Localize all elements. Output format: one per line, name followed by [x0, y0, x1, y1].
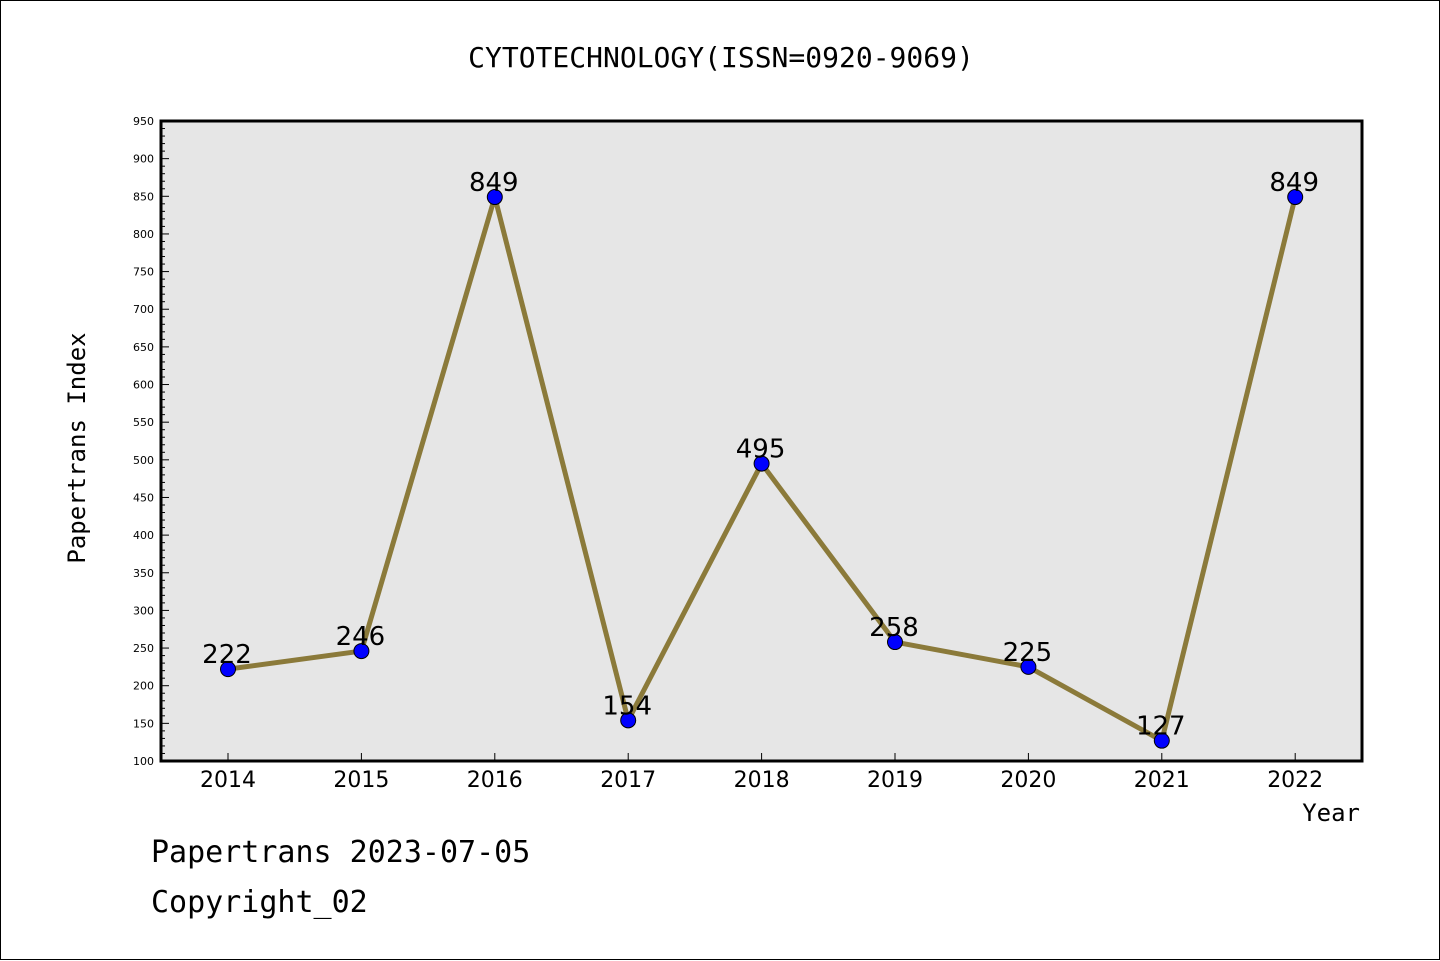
x-axis-label: Year — [1302, 799, 1360, 827]
y-tick-label: 450 — [133, 491, 154, 504]
y-tick-label: 700 — [133, 303, 154, 316]
series-markers — [220, 189, 1304, 749]
x-tick-label: 2016 — [467, 768, 523, 793]
data-point — [1153, 732, 1170, 749]
y-tick-label: 400 — [133, 529, 154, 542]
y-tick-label: 250 — [133, 642, 154, 655]
data-point — [486, 189, 503, 206]
data-label: 246 — [336, 622, 386, 652]
footer-date-text: Papertrans 2023-07-05 — [151, 835, 531, 870]
y-tick-label: 950 — [133, 115, 154, 128]
footer-copyright-text: Copyright_02 — [151, 885, 368, 920]
y-tick-label: 800 — [133, 228, 154, 241]
data-labels: 222 246 849 154 495 258 225 127 849 — [202, 168, 1319, 742]
data-label: 849 — [469, 168, 519, 198]
data-point — [353, 643, 370, 660]
data-point — [753, 455, 770, 472]
chart-title: CYTOTECHNOLOGY(ISSN=0920-9069) — [468, 41, 974, 74]
data-point — [1020, 658, 1037, 675]
x-tick-label: 2021 — [1134, 768, 1190, 793]
data-label: 258 — [869, 613, 919, 643]
y-tick-label: 550 — [133, 416, 154, 429]
y-tick-label: 500 — [133, 454, 154, 467]
x-tick-label: 2015 — [333, 768, 389, 793]
y-tick-label: 200 — [133, 680, 154, 693]
x-tick-label: 2017 — [600, 768, 656, 793]
data-label: 222 — [202, 640, 252, 670]
x-tick-label: 2018 — [734, 768, 790, 793]
x-tick-label: 2019 — [867, 768, 923, 793]
data-label: 495 — [736, 435, 786, 465]
y-axis-label: Papertrans Index — [63, 332, 91, 563]
x-tick-label: 2020 — [1000, 768, 1056, 793]
y-tick-label: 150 — [133, 717, 154, 730]
data-point — [1287, 189, 1304, 206]
y-tick-label: 750 — [133, 266, 154, 279]
y-tick-label: 850 — [133, 190, 154, 203]
data-label: 225 — [1003, 638, 1053, 668]
y-tick-label: 100 — [133, 755, 154, 768]
y-tick-label: 600 — [133, 379, 154, 392]
data-label: 849 — [1269, 168, 1319, 198]
y-axis: 100 150 200 250 300 350 400 450 500 550 600 650 700 7… — [133, 115, 169, 768]
y-tick-label: 650 — [133, 341, 154, 354]
data-point — [620, 712, 637, 729]
data-label: 127 — [1136, 712, 1186, 742]
y-tick-label: 300 — [133, 604, 154, 617]
plot-border — [159, 119, 1364, 763]
y-tick-label: 900 — [133, 153, 154, 166]
y-tick-label: 350 — [133, 567, 154, 580]
data-point — [220, 661, 236, 678]
x-tick-label: 2022 — [1267, 768, 1323, 793]
data-label: 154 — [602, 691, 652, 721]
x-axis: 2014 2015 2016 2017 2018 2019 2020 2021 2022 — [200, 753, 1323, 793]
data-point — [887, 634, 903, 651]
x-tick-label: 2014 — [200, 768, 256, 793]
